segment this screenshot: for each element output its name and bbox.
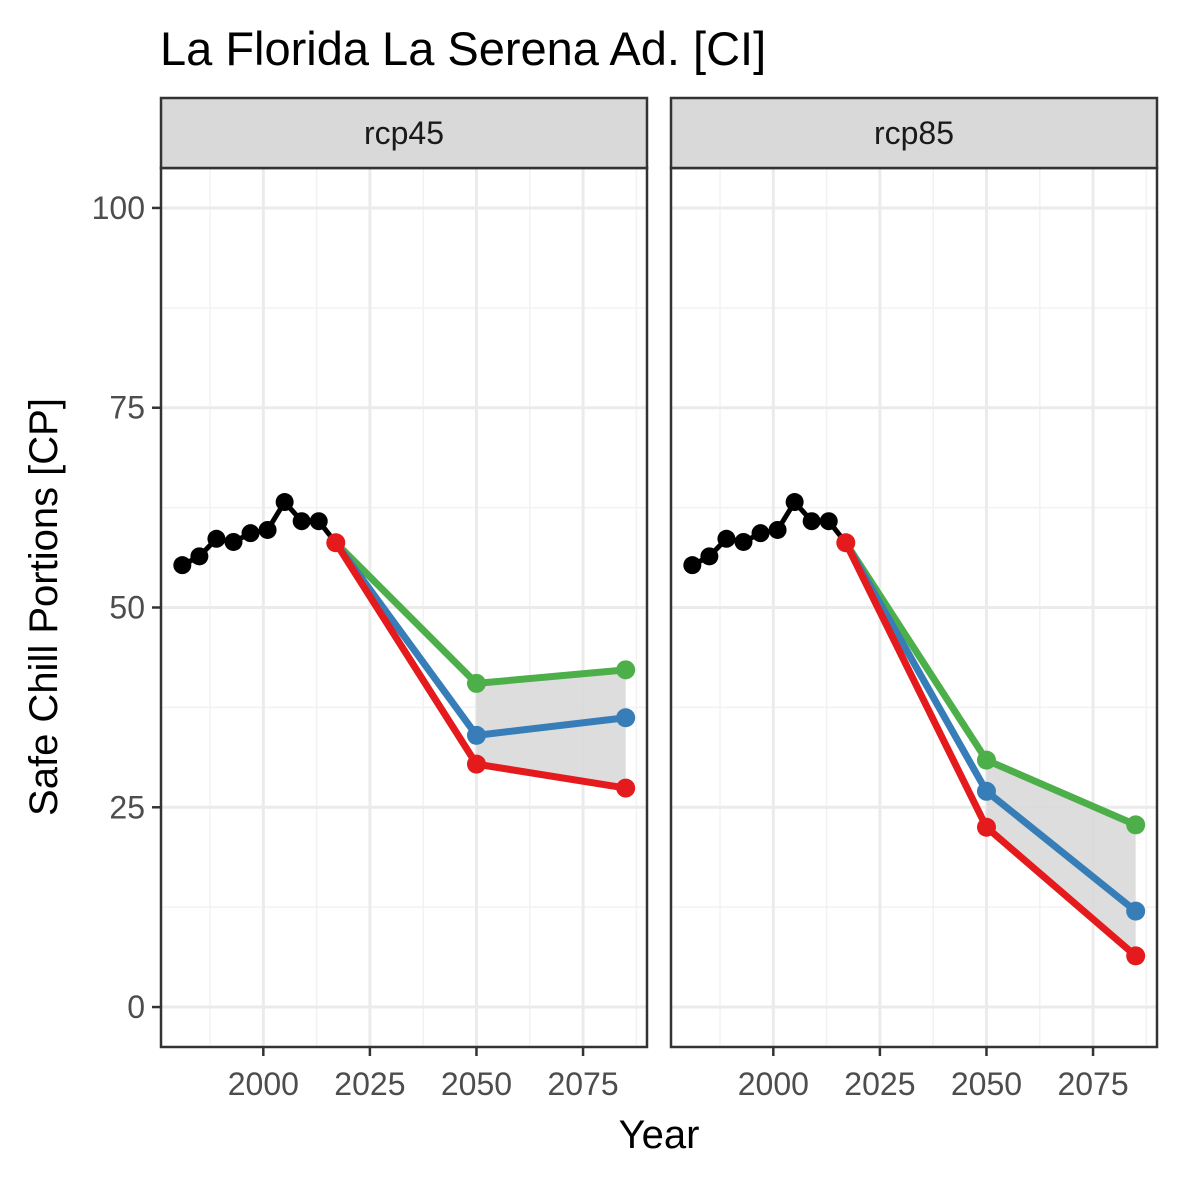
x-tick-label: 2025 [334,1066,405,1102]
historic-point [751,524,770,543]
green-point [1126,815,1146,835]
historic-point [700,547,719,566]
x-tick-label: 2025 [844,1066,915,1102]
historic-point [683,556,702,575]
historic-point [258,520,277,539]
chart-title: La Florida La Serena Ad. [CI] [160,22,766,75]
red-point [1126,946,1146,966]
green-point [466,673,486,693]
historic-point [802,512,821,531]
blue-point [616,708,636,728]
x-tick-label: 2000 [738,1066,809,1102]
green-point [616,660,636,680]
y-tick-label: 50 [109,590,145,626]
facet-strip [159,96,649,170]
facet-strip-label: rcp45 [364,115,444,151]
x-tick-label: 2000 [228,1066,299,1102]
red-point [466,754,486,774]
x-tick-label: 2075 [547,1066,618,1102]
historic-point [241,524,260,543]
y-tick-label: 75 [109,390,145,426]
historic-point [207,529,226,548]
historic-point [785,493,804,512]
facet-strip-label: rcp85 [874,115,954,151]
x-axis-title: Year [619,1113,700,1157]
x-tick-label: 2075 [1057,1066,1128,1102]
blue-point [976,781,996,801]
red-point [616,778,636,798]
y-tick-label: 100 [92,190,145,226]
historic-point [734,532,753,551]
panels-layer: rcp45 2000 2025 2050 2075 0 25 50 75 100 rcp85 2000… [92,96,1159,1102]
y-axis-title: Safe Chill Portions [CP] [22,398,66,816]
panel-rcp45: rcp45 2000 2025 2050 2075 0 25 50 75 100 [92,96,649,1102]
blue-point [1126,901,1146,921]
historic-point [819,512,838,531]
facet-strip [669,96,1159,170]
historic-point [717,529,736,548]
panel-rcp85: rcp85 2000 2025 2050 2075 [669,96,1159,1102]
historic-point [292,512,311,531]
historic-point [190,547,209,566]
x-tick-label: 2050 [441,1066,512,1102]
historic-point [309,512,328,531]
green-point [976,750,996,770]
red-point [836,533,856,553]
red-point [976,817,996,837]
historic-point [275,493,294,512]
historic-point [224,532,243,551]
historic-point [768,520,787,539]
x-tick-label: 2050 [951,1066,1022,1102]
y-tick-label: 0 [127,989,145,1025]
blue-point [466,725,486,745]
red-point [326,533,346,553]
y-tick-label: 25 [109,789,145,825]
historic-point [173,556,192,575]
